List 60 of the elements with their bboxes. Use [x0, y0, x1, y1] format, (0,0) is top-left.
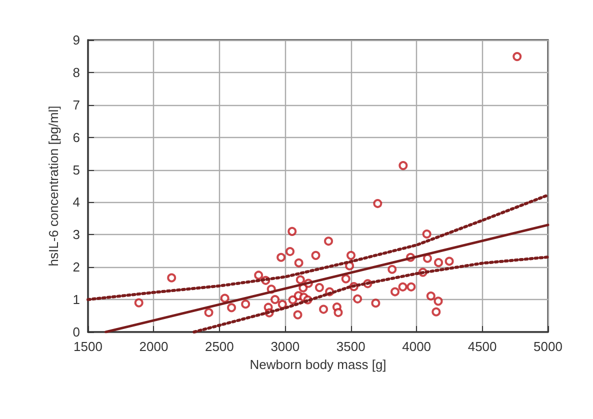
y-tick-label: 6	[72, 130, 80, 145]
point	[134, 298, 144, 308]
point	[406, 282, 416, 292]
y-tick-label: 7	[72, 97, 80, 112]
y-tick-label: 0	[72, 324, 80, 340]
x-tick-label: 4500	[468, 339, 497, 354]
point	[324, 236, 334, 246]
x-tick-label: 1500	[74, 339, 102, 354]
line-series	[86, 194, 550, 302]
point	[398, 161, 408, 170]
x-tick-label: 5000	[534, 339, 562, 354]
point	[426, 291, 436, 300]
point	[288, 226, 297, 236]
x-tick-label: 2500	[204, 339, 234, 354]
x-tick-label: 2000	[139, 339, 168, 354]
point	[371, 298, 380, 308]
point	[319, 304, 328, 314]
point	[398, 282, 408, 292]
point	[204, 308, 214, 318]
x-tick-label: 4000	[402, 339, 432, 354]
point	[334, 308, 343, 318]
y-axis-title: hsIL-6 concentration [pg/ml]	[46, 106, 61, 266]
point	[346, 250, 356, 260]
y-tick-label: 9	[72, 32, 80, 48]
point	[444, 256, 454, 266]
x-axis-title: Newborn body mass [g]	[250, 357, 386, 372]
point	[422, 254, 432, 263]
y-tick-label: 1	[72, 292, 80, 308]
point	[254, 270, 264, 280]
point	[422, 230, 432, 239]
point	[314, 283, 324, 292]
y-tick-label: 2	[72, 260, 80, 275]
point	[227, 303, 236, 312]
point	[390, 287, 400, 296]
point	[276, 252, 286, 262]
point	[220, 294, 230, 303]
point	[373, 199, 382, 208]
point	[432, 307, 441, 316]
y-tick-label: 3	[72, 227, 80, 242]
point	[296, 275, 305, 284]
y-tick-label: 4	[72, 194, 80, 210]
point	[434, 258, 444, 268]
point	[293, 310, 302, 320]
point	[294, 258, 304, 268]
point	[286, 247, 295, 256]
point	[512, 52, 522, 62]
point	[278, 300, 287, 309]
point	[434, 296, 443, 306]
line-series	[192, 256, 550, 334]
point	[311, 250, 320, 260]
point	[167, 273, 176, 282]
point	[353, 294, 362, 304]
point	[241, 300, 250, 309]
y-tick-label: 5	[72, 162, 80, 178]
x-tick-label: 3000	[270, 339, 300, 354]
point	[388, 264, 397, 274]
y-tick-label: 8	[72, 64, 80, 80]
x-tick-label: 3500	[336, 339, 366, 354]
point	[270, 295, 280, 304]
point	[341, 274, 350, 284]
